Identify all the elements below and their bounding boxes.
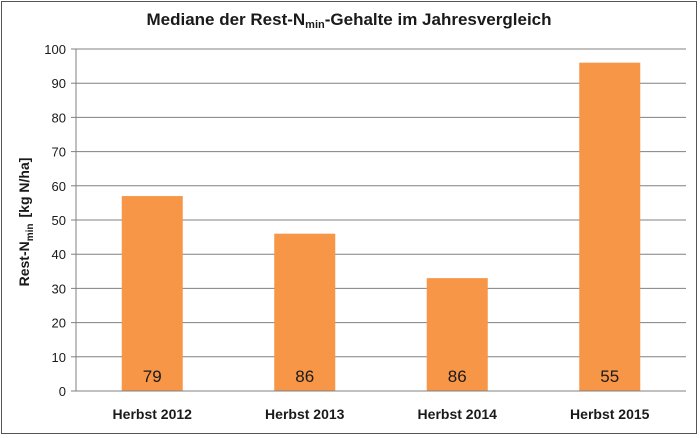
y-tick-label-90: 90 [52,76,66,91]
bar-value-labels: 79 86 86 55 [143,367,619,386]
y-tick-label-0: 0 [59,384,66,399]
y-tick-labels: 0 10 20 30 40 50 60 70 80 90 100 [44,42,66,399]
bar-value-label-2: 86 [295,367,314,386]
chart-title: Mediane der Rest-Nmin-Gehalte im Jahresv… [146,10,552,31]
x-category-label-2: Herbst 2013 [265,406,345,422]
y-tick-label-10: 10 [52,350,66,365]
x-category-label-3: Herbst 2014 [418,406,498,422]
y-axis-label: Rest-Nmin[kg N/ha] [16,158,36,287]
bar-2 [274,233,336,391]
x-category-label-1: Herbst 2012 [113,406,193,422]
bar-value-label-1: 79 [143,367,162,386]
y-tick-label-40: 40 [52,247,66,262]
bar-value-label-3: 86 [448,367,467,386]
bar-3 [426,278,488,391]
y-axis-label-subscript: min [25,223,36,241]
bars [121,62,641,392]
y-tick-label-80: 80 [52,110,66,125]
y-tick-label-100: 100 [44,42,66,57]
y-tick-label-70: 70 [52,145,66,160]
y-tick-label-60: 60 [52,179,66,194]
axes [75,49,686,392]
bar-value-label-4: 55 [600,367,619,386]
x-category-labels: Herbst 2012 Herbst 2013 Herbst 2014 Herbst … [113,406,650,422]
y-tick-label-20: 20 [52,316,66,331]
y-tick-label-50: 50 [52,213,66,228]
y-tick-label-30: 30 [52,281,66,296]
x-category-label-4: Herbst 2015 [570,406,650,422]
bar-1 [121,196,183,391]
bar-4 [579,62,641,392]
